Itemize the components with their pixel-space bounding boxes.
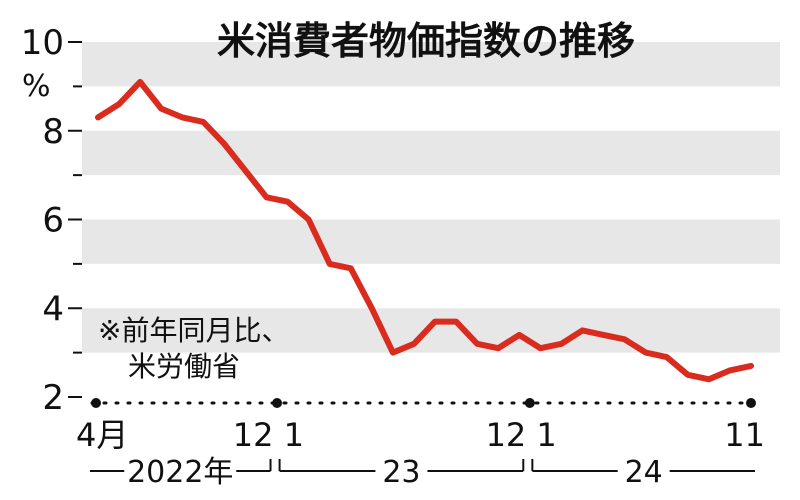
chart-title: 米消費者物価指数の推移 [217, 19, 635, 63]
x-month-label: 12 [233, 416, 274, 454]
source-note-line: 米労働省 [128, 350, 240, 383]
x-axis-boundary-dot [746, 398, 756, 408]
x-month-label: 1 [284, 416, 304, 454]
grid-band [82, 42, 780, 87]
grid-band [82, 219, 780, 264]
source-note-line: ※前年同月比、 [98, 314, 289, 347]
source-note: ※前年同月比、米労働省 [98, 314, 289, 383]
y-axis: 10 8 6 4 2 [21, 23, 82, 418]
x-month-label: 1 [536, 416, 556, 454]
grid-band [82, 308, 780, 353]
x-axis-boundary-dot [272, 398, 283, 408]
x-year-label: 24 [625, 455, 663, 490]
x-axis-boundary-dot [524, 398, 535, 408]
x-year-label: 23 [382, 455, 420, 490]
x-month-label: 11 [724, 416, 765, 454]
x-year-label: 2022年 [127, 455, 233, 490]
y-tick-label: 10 [21, 23, 64, 63]
cpi-series-line [95, 78, 754, 383]
y-axis-unit-label: % [22, 69, 51, 104]
y-tick-label: 4 [42, 289, 64, 329]
x-axis-boundary-dot [91, 398, 101, 408]
grid-band [82, 130, 780, 176]
x-month-label: 4月 [76, 416, 128, 454]
series-line [95, 78, 754, 383]
y-tick-label: 2 [42, 378, 64, 418]
y-tick-label: 6 [42, 201, 64, 241]
x-month-label: 12 [486, 416, 527, 454]
grid-bands [82, 42, 780, 353]
y-tick-label: 8 [42, 112, 64, 152]
